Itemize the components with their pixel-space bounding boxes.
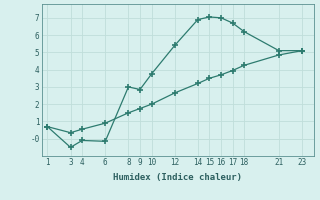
X-axis label: Humidex (Indice chaleur): Humidex (Indice chaleur) bbox=[113, 173, 242, 182]
